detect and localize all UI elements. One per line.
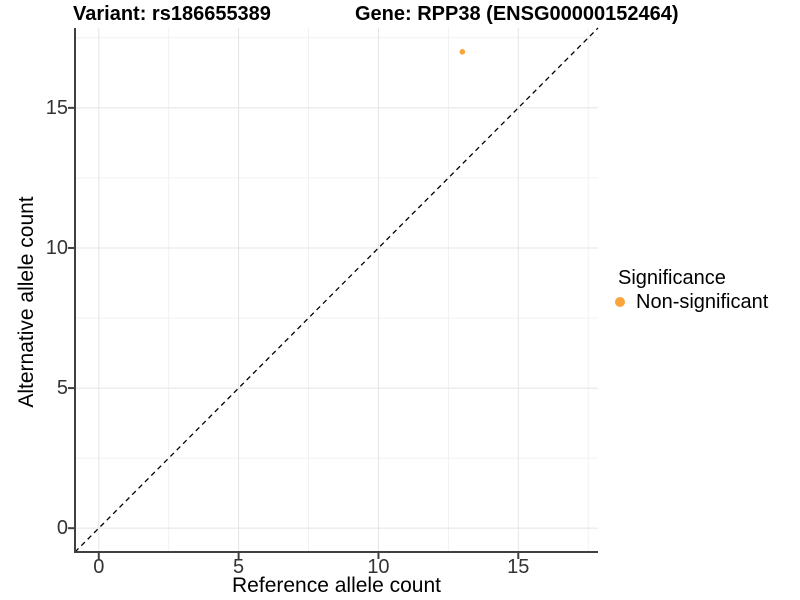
x-tick-label: 5 — [233, 556, 245, 578]
identity-line — [74, 27, 599, 553]
x-tick-label: 15 — [507, 556, 530, 578]
x-tick-label: 0 — [93, 556, 105, 578]
legend-title: Significance — [618, 267, 726, 289]
y-tick-label: 0 — [56, 517, 68, 540]
plot-title-variant: Variant: rs186655389 — [73, 3, 271, 25]
x-tick-label: 10 — [367, 556, 390, 578]
y-tick-label: 5 — [56, 377, 68, 400]
data-point — [459, 49, 466, 55]
y-tick-label: 10 — [45, 236, 68, 259]
legend: Significance Non-significant — [615, 266, 768, 314]
legend-item-label: Non-significant — [636, 291, 769, 313]
y-tick-label: 15 — [45, 96, 68, 119]
legend-point-icon — [615, 297, 625, 307]
plot-title-gene: Gene: RPP38 (ENSG00000152464) — [355, 3, 679, 25]
y-axis-title: Alternative allele count — [15, 196, 38, 408]
legend-item-non-significant: Non-significant — [615, 290, 768, 314]
x-axis-title: Reference allele count — [232, 574, 441, 597]
